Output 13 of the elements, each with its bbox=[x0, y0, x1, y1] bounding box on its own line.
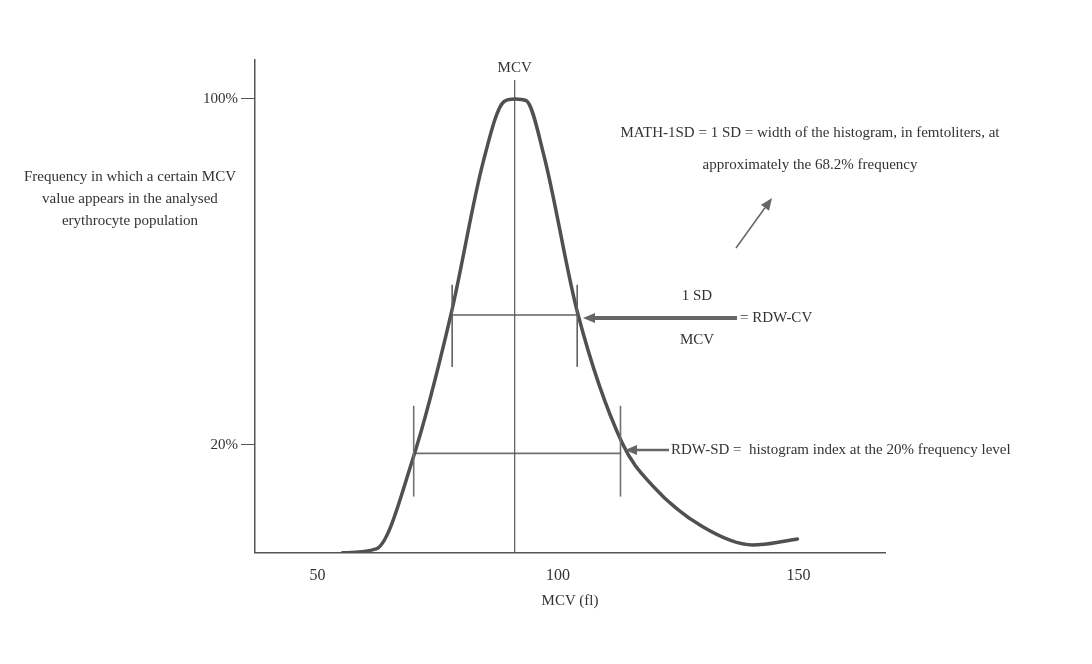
annotation: 1 SD bbox=[681, 286, 713, 303]
x-tick-label: 50 bbox=[309, 565, 326, 583]
annotation: RDW-SD = histogram index at the 20% frequency level bbox=[671, 440, 1011, 457]
y-tick-label: 100% bbox=[203, 89, 238, 106]
x-tick-label: 150 bbox=[786, 565, 811, 583]
annotation: = RDW-CV bbox=[740, 308, 813, 325]
x-tick-label: 100 bbox=[545, 565, 570, 583]
ref-line-label: MCV bbox=[497, 59, 532, 76]
annotation: MATH-1SD = 1 SD = width of the histogram, in femtoliters, at approximately the 68.2% frequency bbox=[620, 123, 1001, 172]
y-axis-title: Frequency in which a certain MCV value appears in the analysed erythrocyte population bbox=[23, 167, 237, 230]
x-axis-title: MCV (fl) bbox=[541, 591, 599, 609]
y-tick-label: 20% bbox=[210, 435, 238, 452]
annotation: MCV bbox=[679, 330, 715, 347]
